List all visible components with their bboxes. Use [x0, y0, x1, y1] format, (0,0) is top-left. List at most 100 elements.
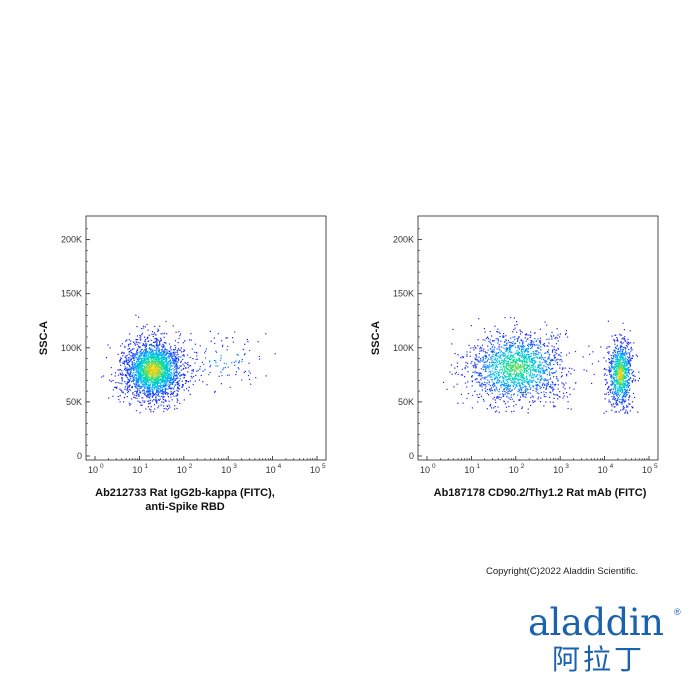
event-dot: [129, 364, 131, 367]
event-dot: [171, 357, 173, 360]
event-dot: [144, 345, 146, 347]
event-dot: [173, 360, 175, 363]
event-dot: [140, 364, 142, 366]
event-dot: [504, 358, 506, 360]
event-dot: [634, 379, 637, 381]
event-dot: [521, 370, 523, 372]
event-dot: [525, 371, 527, 373]
event-dot: [623, 396, 625, 398]
event-dot: [505, 376, 507, 378]
event-dot: [619, 341, 622, 343]
event-dot: [153, 341, 156, 343]
event-dot: [524, 362, 526, 364]
event-dot: [145, 362, 147, 364]
event-dot: [533, 379, 535, 381]
event-dot: [164, 354, 166, 357]
event-dot: [519, 329, 521, 331]
event-dot: [137, 378, 139, 380]
event-dot: [615, 411, 618, 413]
event-dot: [163, 363, 165, 365]
event-dot: [511, 378, 513, 380]
event-dot: [511, 368, 513, 370]
event-dot: [225, 363, 227, 365]
event-dot: [611, 381, 614, 383]
event-dot: [151, 333, 153, 335]
event-dot: [626, 341, 628, 343]
event-dot: [536, 388, 538, 390]
event-dot: [544, 357, 546, 359]
event-dot: [144, 340, 146, 342]
event-dot: [531, 375, 533, 377]
event-dot: [526, 362, 528, 364]
event-dot: [620, 353, 622, 355]
event-dot: [171, 376, 173, 378]
event-dot: [164, 375, 166, 377]
event-dot: [171, 374, 173, 376]
event-dot: [135, 382, 137, 384]
event-dot: [130, 368, 132, 370]
event-dot: [121, 378, 123, 380]
event-dot: [136, 358, 138, 360]
event-dot: [478, 360, 480, 362]
event-dot: [125, 383, 127, 385]
event-dot: [160, 384, 162, 387]
event-dot: [166, 392, 168, 394]
event-dot: [631, 357, 633, 359]
event-dot: [136, 373, 139, 375]
event-dot: [559, 391, 561, 393]
event-dot: [619, 390, 621, 392]
event-dot: [471, 394, 474, 396]
event-dot: [187, 354, 189, 356]
event-dot: [159, 385, 161, 388]
event-dot: [509, 345, 511, 347]
event-dot: [528, 382, 530, 384]
event-dot: [489, 362, 491, 364]
event-dot: [568, 367, 571, 369]
event-dot: [494, 325, 496, 327]
event-dot: [140, 358, 142, 360]
event-dot: [176, 351, 179, 353]
event-dot: [522, 355, 524, 357]
event-dot: [521, 406, 523, 408]
event-dot: [169, 374, 171, 376]
event-dot: [474, 362, 476, 364]
event-dot: [227, 345, 229, 347]
event-dot: [161, 359, 163, 361]
event-dot: [176, 364, 178, 367]
event-dot: [138, 383, 140, 385]
event-dot: [562, 392, 565, 394]
event-dot: [537, 378, 539, 380]
event-dot: [209, 366, 211, 368]
event-dot: [132, 374, 134, 376]
event-dot: [476, 356, 478, 358]
event-dot: [616, 391, 618, 393]
event-dot: [186, 381, 188, 383]
event-dot: [508, 405, 510, 408]
event-dot: [620, 372, 622, 374]
event-dot: [172, 358, 174, 360]
event-dot: [160, 387, 162, 389]
event-dot: [155, 357, 157, 359]
event-dot: [538, 370, 541, 372]
event-dot: [456, 383, 458, 385]
event-dot: [507, 378, 510, 380]
event-dot: [498, 371, 500, 374]
event-dot: [485, 385, 487, 387]
event-dot: [529, 401, 531, 403]
event-dot: [153, 374, 156, 376]
event-dot: [151, 400, 153, 402]
left-x-axis-label-line1: Ab212733 Rat IgG2b-kappa (FITC),: [95, 487, 275, 499]
event-dot: [551, 381, 553, 383]
event-dot: [498, 361, 501, 363]
event-dot: [160, 390, 162, 392]
event-dot: [516, 371, 518, 373]
event-dot: [522, 354, 524, 356]
event-dot: [625, 360, 627, 363]
event-dot: [562, 368, 564, 370]
event-dot: [513, 373, 515, 375]
event-dot: [156, 357, 158, 360]
event-dot: [178, 367, 180, 369]
event-dot: [131, 367, 133, 369]
event-dot: [194, 362, 196, 364]
event-dot: [192, 375, 195, 378]
